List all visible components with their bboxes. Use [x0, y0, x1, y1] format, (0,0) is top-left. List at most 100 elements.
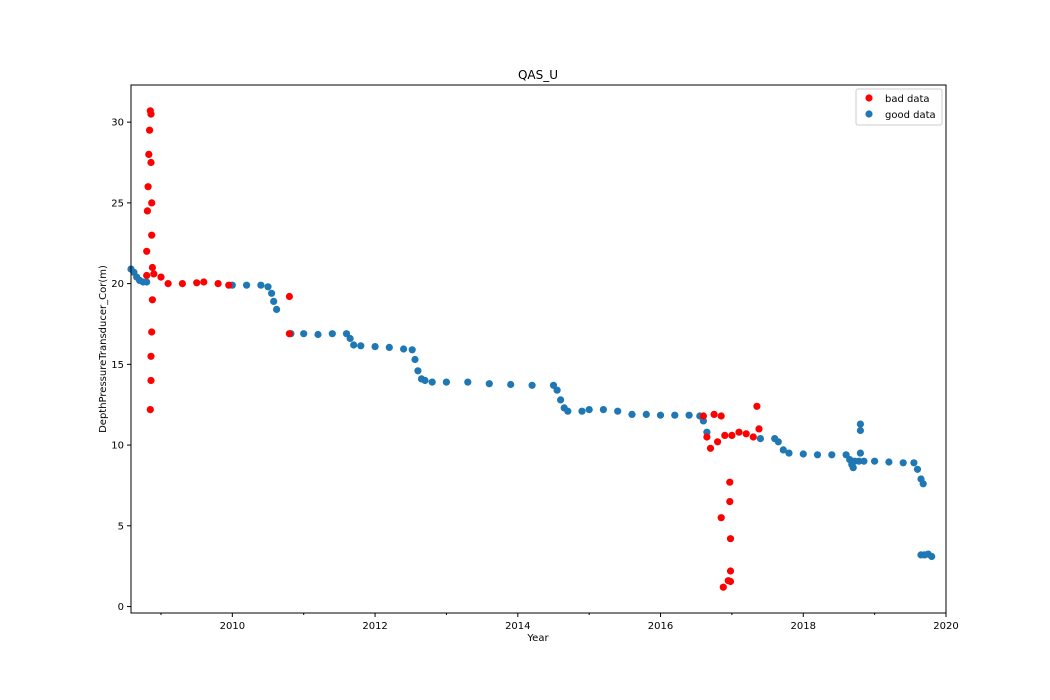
bad-data-point: [699, 412, 708, 420]
bad-data-point: [225, 281, 233, 289]
bad-data-point: [150, 270, 158, 278]
x-tick-label: 2016: [648, 621, 673, 632]
good-data-point: [856, 426, 865, 435]
y-tick-label: 0: [118, 602, 124, 613]
good-data-point: [528, 381, 536, 389]
good-data-point: [328, 330, 336, 338]
good-data-point: [346, 334, 354, 343]
good-data-point: [856, 420, 865, 428]
bad-data-point: [726, 535, 735, 543]
x-tick-label: 2010: [220, 621, 245, 632]
bad-data-point: [728, 431, 736, 439]
good-data-point: [564, 407, 572, 415]
good-data-point: [553, 386, 561, 394]
good-data-point: [350, 341, 358, 349]
bad-data-point: [717, 412, 725, 420]
bad-data-point: [147, 158, 155, 167]
bad-data-point: [147, 376, 155, 385]
bad-data-point: [178, 280, 186, 288]
x-tick-label: 2012: [362, 621, 387, 632]
y-tick-label: 15: [111, 360, 124, 371]
bad-data-point: [710, 410, 718, 418]
good-data-point: [656, 411, 665, 419]
good-data-point: [910, 459, 918, 467]
chart-title: QAS_U: [518, 68, 558, 82]
good-data-point: [273, 305, 281, 313]
bad-data-point: [742, 430, 750, 438]
good-data-point: [685, 411, 693, 419]
good-data-point: [756, 435, 765, 443]
good-data-point: [421, 376, 429, 385]
good-data-point: [919, 480, 927, 488]
x-axis-label: Year: [526, 633, 549, 644]
good-data-point: [614, 407, 622, 415]
good-data-point: [264, 283, 272, 291]
bad-data-point: [148, 199, 156, 207]
plot-area: [127, 107, 936, 591]
good-data-point: [314, 330, 322, 339]
good-data-point: [599, 406, 608, 414]
bad-data-point: [285, 292, 293, 301]
bad-data-point: [144, 183, 152, 191]
bad-data-point: [719, 583, 727, 591]
bad-data-point: [148, 231, 156, 239]
y-tick-label: 25: [111, 198, 124, 209]
bad-data-point: [749, 433, 757, 441]
y-tick-label: 20: [111, 279, 124, 290]
good-data-point: [799, 450, 807, 458]
bad-data-point: [721, 431, 729, 439]
y-axis: 0 5 10 15 20 25 30: [111, 118, 131, 613]
x-tick-label: 2014: [505, 621, 530, 632]
bad-data-point: [285, 330, 293, 338]
y-axis-label: DepthPressureTransducer_Cor(m): [98, 265, 109, 433]
good-data-point: [849, 464, 857, 472]
good-data-point: [507, 380, 515, 389]
good-data-point: [464, 378, 472, 386]
y-tick-label: 10: [111, 441, 124, 452]
good-data-point: [785, 449, 793, 457]
bad-data-point: [148, 296, 156, 304]
bad-data-point: [706, 444, 715, 452]
good-data-point: [485, 380, 493, 388]
bad-data-point: [726, 577, 735, 586]
bad-data-point: [143, 271, 151, 280]
bad-data-point: [726, 498, 734, 506]
good-data-point: [913, 465, 922, 473]
good-data-point: [779, 446, 787, 454]
bad-data-point: [148, 263, 156, 272]
legend-good-label: good data: [885, 110, 936, 121]
bad-data-point: [703, 433, 711, 441]
bad-data-point: [726, 478, 734, 486]
good-data-point: [442, 378, 450, 386]
good-data-point: [871, 457, 879, 465]
good-data-point: [257, 281, 265, 289]
legend: bad data good data: [855, 88, 943, 126]
good-data-point: [143, 278, 151, 286]
good-data-point: [268, 289, 276, 297]
bad-data-point: [726, 567, 735, 575]
good-data-point: [411, 355, 419, 364]
good-data-point: [270, 297, 278, 305]
bad-data-point: [193, 279, 201, 287]
x-tick-label: 2020: [933, 621, 958, 632]
bad-data-point: [147, 352, 155, 360]
good-data-point: [400, 345, 408, 353]
legend-box: [855, 88, 943, 126]
bad-data-point: [146, 406, 154, 414]
good-data-point: [585, 406, 593, 414]
bad-data-point: [753, 402, 761, 410]
y-tick-label: 30: [111, 118, 124, 129]
good-data-point: [828, 451, 836, 459]
legend-good-marker: [865, 110, 873, 118]
good-data-point: [385, 343, 393, 351]
good-data-point: [774, 438, 782, 446]
good-data-point: [428, 378, 436, 386]
y-tick-label: 5: [118, 521, 124, 532]
good-data-point: [371, 343, 379, 351]
x-tick-label: 2018: [791, 621, 816, 632]
bad-data-point: [200, 278, 208, 286]
good-data-point: [856, 449, 865, 457]
good-data-point: [928, 552, 936, 561]
bad-data-point: [146, 126, 154, 134]
